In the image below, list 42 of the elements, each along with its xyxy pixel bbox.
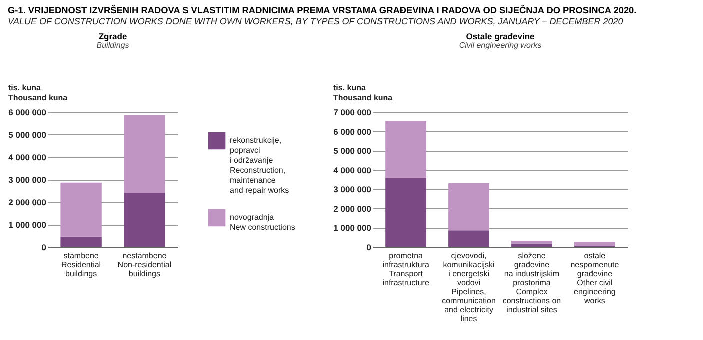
y-tick-label: 4 000 000 — [334, 165, 372, 176]
y-tick-label: 1 000 000 — [8, 220, 47, 230]
chart-title: Zgrade — [98, 32, 128, 42]
bar — [512, 244, 552, 247]
y-axis-title: tis. kuna Thousand kuna — [334, 84, 394, 102]
bar — [448, 230, 490, 247]
y-tick-label: 4 000 000 — [8, 152, 47, 162]
y-tick-label: 6 000 000 — [8, 108, 47, 118]
bar — [124, 115, 166, 193]
x-tick-label: stambene Residential buildings — [62, 252, 102, 278]
bar — [60, 236, 102, 247]
bar — [124, 193, 166, 247]
y-axis-title: tis. kuna Thousand kuna — [8, 84, 68, 102]
bar — [60, 182, 102, 237]
bar — [574, 242, 616, 246]
text: G-1. VRIJEDNOST IZVRŠENIH RADOVA S VLASTITIM RADNICIMA PREMA VRSTAMA GRAĐEVINA I RADOVA OD SIJEČNJA DO PROSINCA 2020. — [8, 4, 637, 16]
bar — [386, 121, 427, 179]
y-tick-label: 3 000 000 — [334, 184, 372, 195]
legend-label: rekonstrukcije, popravci i održavanje Reconstruction, maintenance and repair works — [230, 136, 290, 195]
legend-label: novogradnja New constructions — [230, 213, 296, 232]
x-tick-label: cjevovodi, komunikacijski i energetski vodovi Pipelines, communication and electricity lines — [442, 252, 496, 324]
y-tick-label: 6 000 000 — [334, 126, 372, 137]
x-tick-label: prometna infrastruktura Transport infrastructure — [382, 252, 430, 288]
bar — [448, 183, 490, 231]
x-tick-label: složene građevine na industrijskim prostorima Complex constructions on industrial sites — [502, 252, 562, 314]
y-tick-label: 0 — [42, 242, 47, 252]
chart-title: Ostale građevine — [466, 32, 536, 42]
y-tick-label: 3 000 000 — [8, 175, 47, 185]
chart-subtitle: Buildings — [96, 41, 130, 50]
y-tick-label: 2 000 000 — [8, 198, 47, 208]
bar — [512, 241, 552, 244]
y-tick-label: 7 000 000 — [334, 108, 372, 118]
x-tick-label: nestambene Non-residential buildings — [118, 252, 172, 278]
bar — [386, 178, 427, 247]
chart-subtitle: Civil engineering works — [459, 41, 542, 50]
x-tick-label: ostale nespomenute građevine Other civil engineering works — [570, 252, 620, 306]
y-tick-label: 5 000 000 — [8, 130, 47, 140]
y-tick-label: 2 000 000 — [334, 204, 372, 214]
y-tick-label: 5 000 000 — [334, 146, 372, 156]
text: VALUE OF CONSTRUCTION WORKS DONE WITH OWN WORKERS, BY TYPES OF CONSTRUCTIONS AND WORKS, JANUARY – DECEMBER 2020 — [8, 16, 624, 26]
y-tick-label: 0 — [366, 242, 372, 252]
y-tick-label: 1 000 000 — [334, 223, 372, 234]
